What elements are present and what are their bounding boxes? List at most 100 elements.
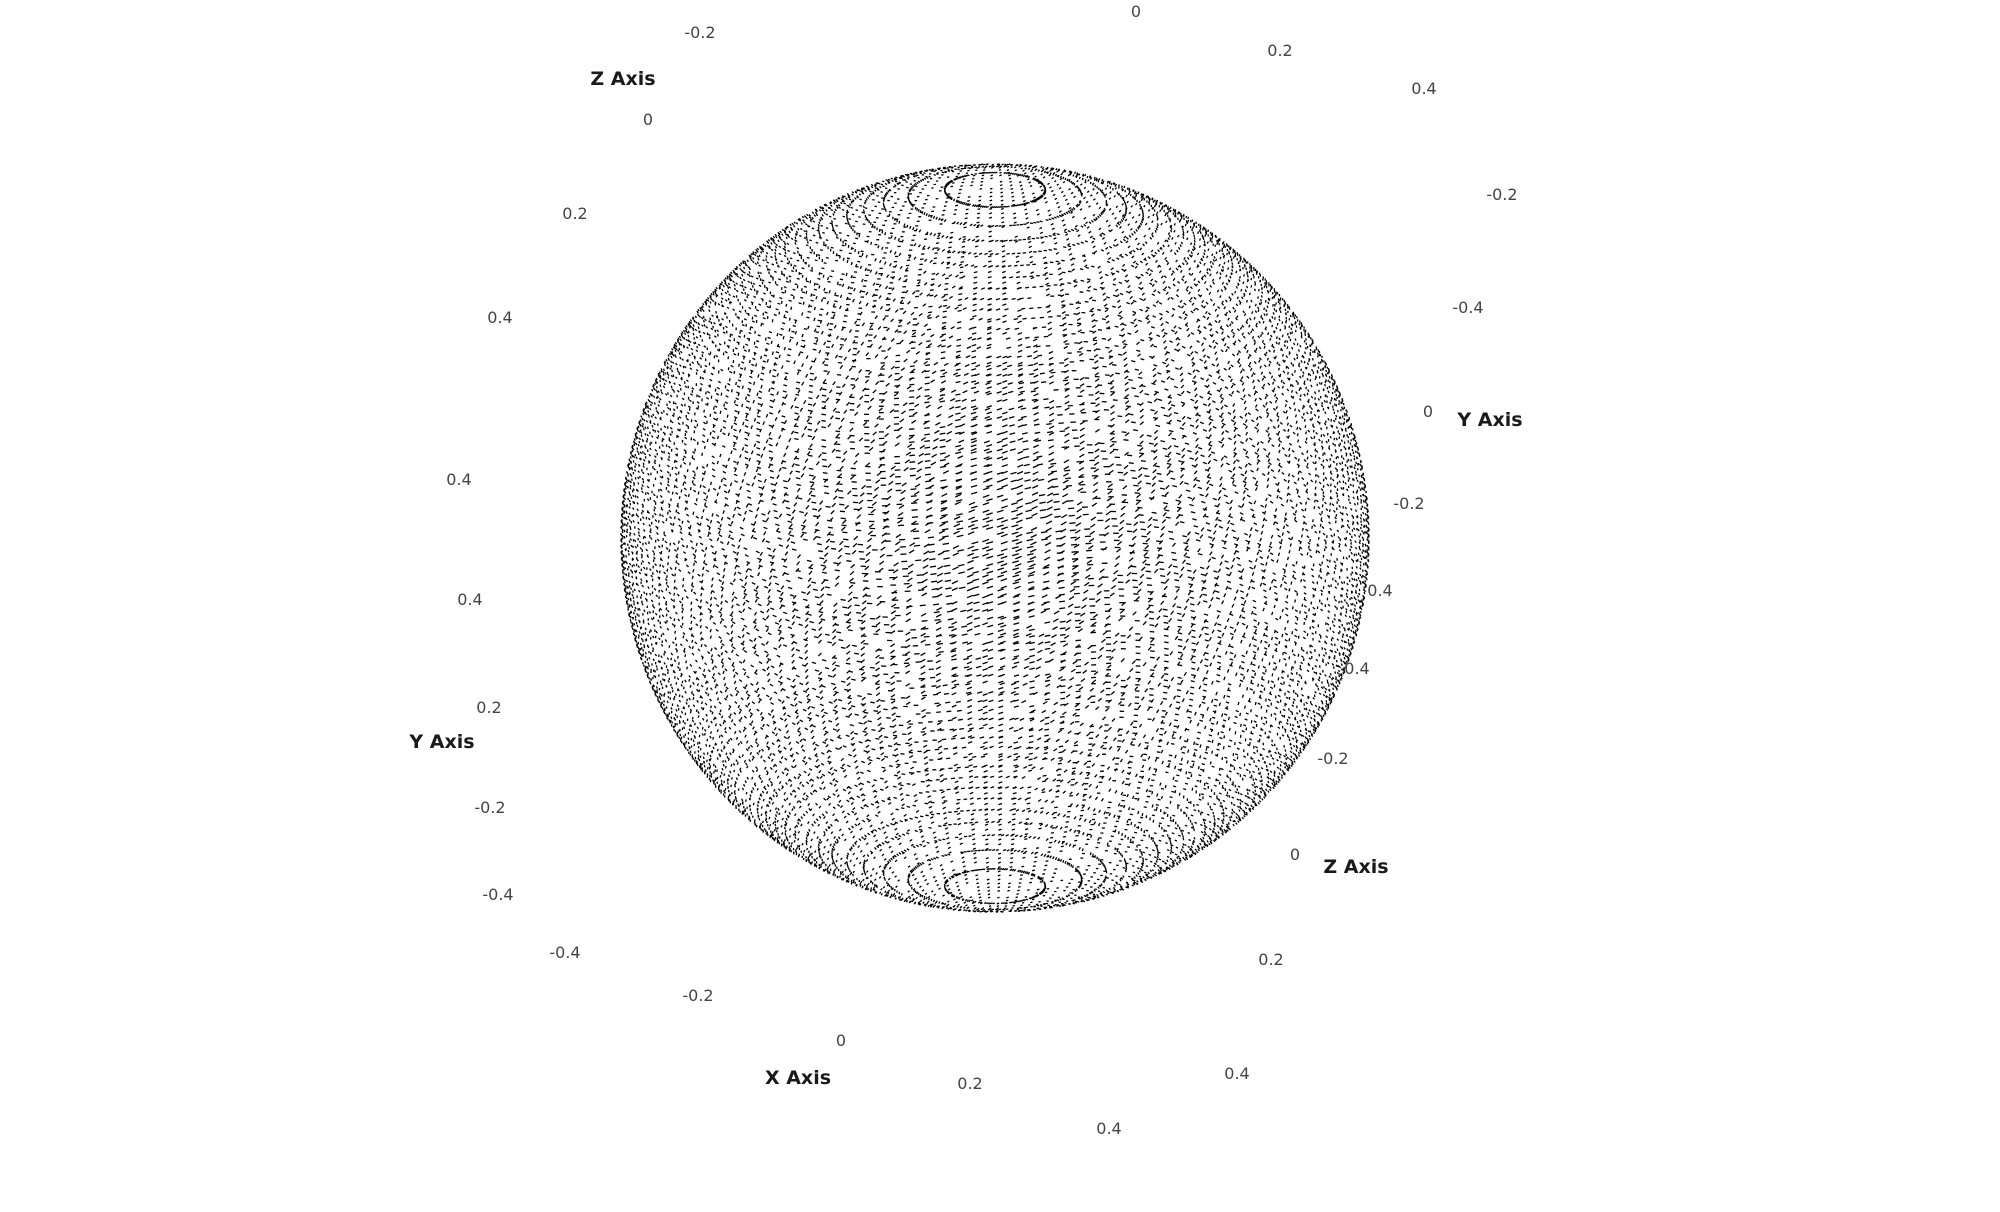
data-point	[1284, 308, 1287, 312]
data-point	[938, 529, 946, 534]
data-point	[1095, 178, 1099, 182]
data-point	[756, 309, 760, 312]
data-point	[713, 290, 717, 294]
data-point	[1104, 187, 1108, 190]
data-point	[1018, 163, 1022, 166]
data-point	[1056, 174, 1060, 178]
data-point	[1335, 437, 1338, 441]
data-point	[1324, 379, 1328, 382]
data-point	[1233, 309, 1237, 313]
data-point	[1040, 194, 1043, 198]
data-point	[719, 523, 722, 528]
data-point	[856, 350, 861, 355]
data-point	[1158, 270, 1162, 274]
data-point	[971, 177, 975, 180]
data-point	[839, 305, 842, 310]
data-point	[1098, 178, 1101, 181]
data-point	[1162, 334, 1166, 338]
data-point	[750, 326, 754, 329]
data-point	[1049, 186, 1052, 189]
data-point	[1248, 353, 1252, 357]
data-point	[1241, 324, 1245, 328]
data-point	[1097, 328, 1102, 331]
data-point	[835, 294, 839, 297]
data-point	[1100, 212, 1103, 216]
data-point	[1206, 271, 1209, 275]
data-point	[1224, 287, 1227, 291]
data-point	[793, 397, 797, 402]
data-point	[897, 519, 903, 524]
data-point	[1289, 314, 1292, 318]
data-point	[1089, 181, 1092, 185]
data-point	[750, 281, 753, 285]
data-point	[900, 367, 906, 372]
data-point	[1117, 184, 1121, 187]
data-point	[1168, 470, 1174, 473]
data-point	[1261, 317, 1264, 320]
data-point	[1010, 165, 1014, 169]
data-point	[715, 286, 718, 290]
data-point	[1189, 296, 1193, 301]
data-point	[1085, 200, 1089, 204]
data-point	[1091, 240, 1095, 244]
data-point	[1039, 195, 1043, 199]
data-point	[823, 262, 827, 265]
data-point	[756, 261, 759, 265]
data-point	[1126, 200, 1129, 204]
data-point	[1128, 413, 1134, 416]
data-point	[905, 451, 912, 456]
data-point	[990, 171, 994, 174]
data-point	[1068, 170, 1072, 173]
data-point	[814, 208, 818, 211]
data-point	[1244, 265, 1246, 268]
data-point	[906, 385, 912, 390]
data-point	[907, 192, 910, 195]
data-point	[874, 189, 877, 192]
data-point	[1260, 301, 1263, 305]
data-point	[1164, 388, 1169, 391]
data-point	[1321, 372, 1324, 376]
data-point	[694, 328, 698, 332]
data-point	[1269, 418, 1273, 422]
data-point	[1302, 404, 1306, 408]
data-point	[1077, 323, 1082, 327]
data-point	[1165, 516, 1171, 519]
data-point	[1289, 499, 1293, 503]
data-point	[866, 196, 870, 199]
data-point	[714, 301, 717, 304]
data-point	[1189, 242, 1193, 246]
data-point	[978, 199, 982, 202]
data-point	[1333, 485, 1337, 489]
data-point	[890, 318, 894, 323]
data-point	[1090, 313, 1095, 317]
data-point	[1185, 489, 1191, 493]
data-point	[1237, 339, 1241, 343]
data-point	[1231, 529, 1236, 533]
data-point	[946, 344, 952, 349]
data-point	[663, 361, 666, 365]
data-point	[735, 267, 738, 271]
data-point	[949, 196, 952, 200]
data-point	[939, 515, 946, 520]
data-point	[1050, 189, 1054, 193]
data-point	[1255, 408, 1259, 412]
data-point	[988, 287, 993, 290]
data-point	[688, 343, 691, 347]
data-point	[760, 248, 764, 251]
data-point	[851, 385, 856, 390]
data-point	[827, 280, 831, 283]
data-point	[922, 303, 927, 307]
data-point	[1162, 447, 1168, 451]
data-point	[1181, 345, 1186, 349]
data-point	[831, 229, 835, 232]
data-point	[815, 394, 820, 399]
data-point	[1210, 237, 1213, 240]
data-point	[1054, 197, 1058, 201]
data-point	[715, 316, 719, 319]
data-point	[692, 341, 696, 345]
data-point	[967, 552, 975, 557]
data-point	[942, 371, 948, 376]
data-point	[1074, 185, 1078, 189]
